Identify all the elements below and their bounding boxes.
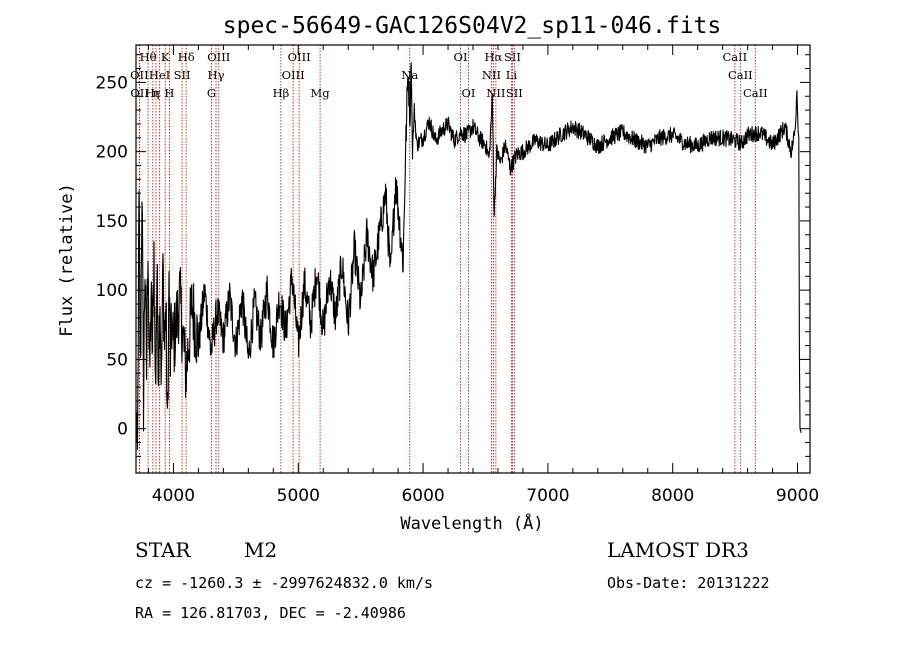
line-marker-label-2: OII <box>130 86 149 100</box>
cz-readout: cz = -1260.3 ± -2997624832.0 km/s <box>135 574 434 592</box>
obs-date: Obs-Date: 20131222 <box>607 574 770 592</box>
line-marker-label-10: OIII <box>207 50 230 64</box>
radec-readout: RA = 126.81703, DEC = -2.40986 <box>135 604 406 622</box>
y-tick-label: 200 <box>96 143 128 163</box>
axis-ticks: 4000 5000 6000 7000 8000 9000 0 50 100 150 200 250 <box>96 45 819 506</box>
x-tick-label: 5000 <box>277 486 320 506</box>
line-marker-label-3: Hε <box>145 86 161 100</box>
line-marker-label-19: OI <box>462 86 476 100</box>
line-marker-label-20: Hα <box>484 50 502 64</box>
y-axis-label: Flux (relative) <box>57 183 77 337</box>
y-tick-label: 250 <box>96 73 128 93</box>
line-marker-label-17: Na <box>401 68 418 82</box>
line-marker-label-26: CaII <box>722 50 747 64</box>
line-marker-label-24: Li <box>506 68 518 82</box>
line-marker-label-28: CaII <box>743 86 768 100</box>
chart-title: spec-56649-GAC126S04V2_sp11-046.fits <box>223 13 722 39</box>
y-tick-label: 150 <box>96 212 128 232</box>
line-marker-label-11: Hγ <box>208 68 225 82</box>
x-tick-label: 4000 <box>152 486 195 506</box>
x-tick-label: 9000 <box>776 486 819 506</box>
x-tick-label: 6000 <box>401 486 444 506</box>
line-marker-label-5: K <box>161 50 170 64</box>
x-tick-label: 7000 <box>526 486 569 506</box>
line-marker-label-12: G <box>207 86 216 100</box>
line-marker-label-9: Hδ <box>178 50 195 64</box>
line-marker-label-22: NII <box>486 86 505 100</box>
line-marker-label-6: HeI <box>149 68 170 82</box>
line-marker-label-16: Mg <box>311 86 331 100</box>
x-axis-label: Wavelength (Å) <box>400 512 543 534</box>
survey-label: LAMOST DR3 <box>607 538 749 562</box>
line-marker-label-4: η <box>153 86 160 100</box>
line-marker-label-14: OIII <box>288 50 311 64</box>
line-marker-label-13: Hβ <box>273 86 290 100</box>
y-tick-label: 50 <box>106 350 128 370</box>
y-tick-label: 100 <box>96 281 128 301</box>
flux-series-line <box>135 62 802 450</box>
line-marker-label-8: H <box>164 86 174 100</box>
line-marker-label-15: OIII <box>282 68 305 82</box>
line-marker-label-18: OI <box>454 50 468 64</box>
line-marker-label-25: SII <box>506 86 523 100</box>
line-marker-label-0: Hθ <box>140 50 157 64</box>
plot-frame <box>135 44 811 474</box>
subclass-label: M2 <box>244 538 278 562</box>
line-marker-label-21: NII <box>482 68 501 82</box>
line-marker-label-7: SII <box>174 68 191 82</box>
line-marker-label-27: CaII <box>728 68 753 82</box>
y-tick-label: 0 <box>117 420 128 440</box>
x-tick-label: 8000 <box>651 486 694 506</box>
line-marker-label-23: SII <box>504 50 521 64</box>
class-label: STAR <box>135 538 191 562</box>
